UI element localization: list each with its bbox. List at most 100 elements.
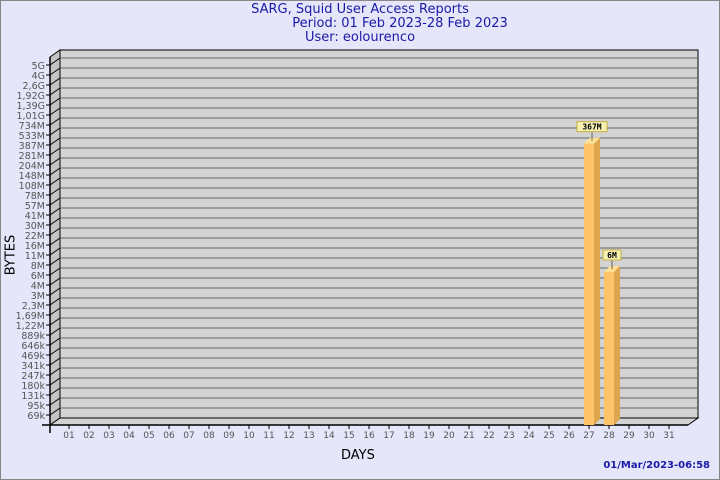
y-tick-label: 646k: [21, 341, 45, 352]
y-tick-slant: [49, 167, 61, 176]
data-label-box: [602, 249, 622, 261]
y-tick-slant: [49, 147, 61, 156]
x-tick-label: 30: [643, 431, 655, 441]
y-tick-label: 387M: [19, 141, 45, 152]
y-tick-label: 78M: [25, 191, 45, 202]
x-tick-label: 07: [183, 431, 194, 441]
x-tick-label: 19: [423, 431, 435, 441]
y-tick-slant: [49, 227, 61, 236]
y-tick-slant: [49, 127, 61, 136]
bar-front-day-28: [604, 272, 614, 425]
x-tick-label: 21: [463, 431, 474, 441]
y-tick-slant: [49, 317, 61, 326]
y-tick-slant: [49, 217, 61, 226]
x-tick-label: 20: [443, 431, 455, 441]
y-tick-slant: [49, 97, 61, 106]
x-tick-label: 03: [103, 431, 114, 441]
y-tick-label: 3M: [31, 291, 45, 302]
y-tick-label: 247k: [21, 371, 45, 382]
x-tick-label: 04: [123, 431, 135, 441]
y-tick-label: 16M: [25, 241, 45, 252]
y-tick-slant: [49, 387, 61, 396]
x-tick-label: 14: [323, 431, 335, 441]
y-tick-slant: [49, 107, 61, 116]
title-line-1: SARG, Squid User Access Reports: [251, 2, 469, 17]
y-tick-slant: [49, 207, 61, 216]
y-tick-slant: [49, 177, 61, 186]
y-axis-label: BYTES: [3, 234, 19, 276]
bar-side-day-28: [614, 266, 620, 425]
y-tick-slant: [49, 117, 61, 126]
x-tick-label: 28: [603, 431, 615, 441]
y-tick-label: 57M: [25, 201, 45, 212]
y-tick-label: 1,69M: [16, 311, 45, 322]
y-tick-label: 30M: [25, 221, 45, 232]
bar-front-day-27: [584, 143, 594, 426]
x-tick-label: 08: [203, 431, 215, 441]
y-tick-slant: [49, 407, 61, 416]
y-tick-label: 469k: [21, 351, 45, 362]
x-tick-label: 11: [263, 431, 274, 441]
y-tick-slant: [49, 267, 61, 276]
x-tick-label: 13: [303, 431, 314, 441]
y-tick-slant: [49, 57, 61, 66]
y-tick-slant: [49, 257, 61, 266]
y-tick-label: 734M: [19, 121, 45, 132]
y-tick-label: 5G: [32, 61, 45, 72]
title-line-3: User: eolourenco: [304, 30, 416, 45]
y-tick-label: 6M: [31, 271, 45, 282]
x-tick-label: 02: [83, 431, 94, 441]
x-tick-label: 01: [63, 431, 74, 441]
y-tick-slant: [49, 357, 61, 366]
y-tick-label: 341k: [21, 361, 45, 372]
y-tick-label: 8M: [31, 261, 45, 272]
y-tick-label: 180k: [21, 381, 45, 392]
y-tick-label: 4M: [31, 281, 45, 292]
y-tick-slant: [49, 247, 61, 256]
x-tick-label: 09: [223, 431, 235, 441]
x-tick-label: 12: [283, 431, 294, 441]
y-tick-slant: [49, 347, 61, 356]
x-tick-label: 23: [503, 431, 514, 441]
y-tick-label: 281M: [19, 151, 45, 162]
y-tick-label: 1,92G: [16, 91, 45, 102]
y-tick-label: 2,6G: [23, 81, 45, 92]
x-tick-label: 17: [383, 431, 394, 441]
floor: [48, 417, 700, 426]
y-tick-slant: [49, 297, 61, 306]
x-tick-label: 29: [623, 431, 635, 441]
bar-side-day-27: [594, 137, 600, 426]
y-tick-slant: [49, 307, 61, 316]
x-tick-label: 05: [143, 431, 154, 441]
y-tick-label: 108M: [19, 181, 45, 192]
y-tick-slant: [49, 327, 61, 336]
y-tick-label: 889k: [21, 331, 45, 342]
y-tick-label: 131k: [21, 391, 45, 402]
y-tick-label: 11M: [25, 251, 45, 262]
y-tick-slant: [49, 187, 61, 196]
x-tick-label: 24: [523, 431, 535, 441]
y-tick-slant: [49, 287, 61, 296]
y-tick-slant: [49, 67, 61, 76]
x-tick-label: 10: [243, 431, 255, 441]
y-tick-label: 1,22M: [16, 321, 45, 332]
y-tick-label: 1,39G: [16, 101, 45, 112]
y-tick-slant: [49, 277, 61, 286]
y-tick-label: 148M: [19, 171, 45, 182]
x-tick-label: 31: [663, 431, 674, 441]
y-tick-label: 22M: [25, 231, 45, 242]
y-tick-slant: [49, 87, 61, 96]
x-tick-label: 22: [483, 431, 494, 441]
data-label: 367M: [582, 123, 601, 132]
chart-title: SARG, Squid User Access Reports Period: …: [0, 3, 720, 45]
x-tick-label: 15: [343, 431, 354, 441]
y-tick-label: 95k: [27, 401, 45, 412]
y-tick-slant: [49, 337, 61, 346]
back-wall: [59, 49, 699, 419]
y-tick-label: 69k: [27, 411, 45, 422]
y-tick-slant: [49, 157, 61, 166]
y-tick-label: 1,01G: [16, 111, 45, 122]
y-tick-label: 204M: [19, 161, 45, 172]
y-tick-label: 41M: [25, 211, 45, 222]
